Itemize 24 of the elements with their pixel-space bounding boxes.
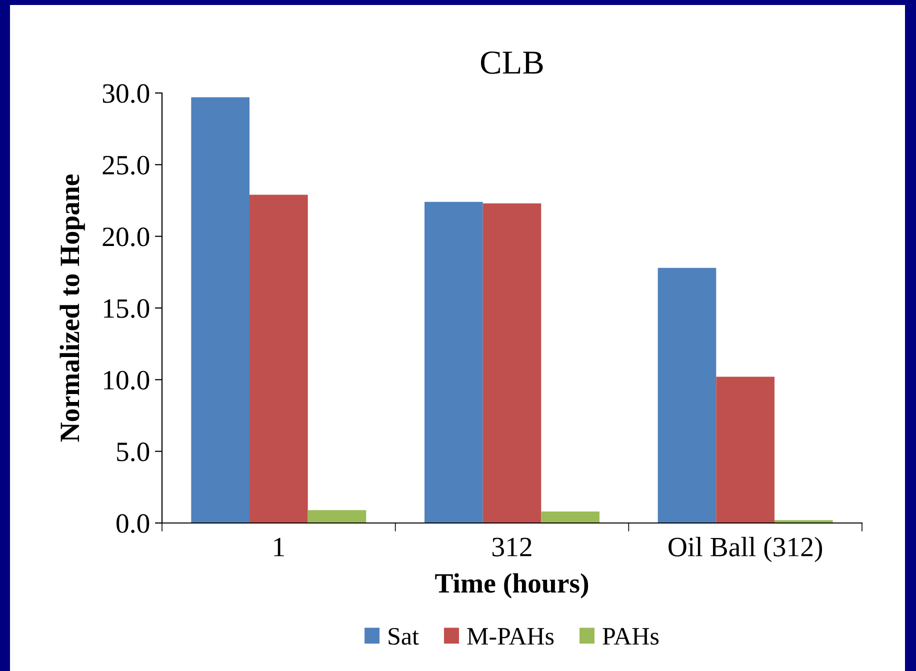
bar (308, 510, 366, 523)
y-tick-label: 30.0 (102, 84, 150, 104)
bar (716, 376, 774, 523)
y-tick-label: 25.0 (102, 156, 150, 175)
x-tick-label: Oil Ball (312) (668, 536, 822, 562)
bar (658, 268, 716, 523)
y-tick-label: 5.0 (117, 442, 150, 462)
bar (424, 202, 483, 523)
bar (482, 203, 542, 523)
x-axis-title: Time (hours) (435, 573, 588, 598)
y-tick-label: 20.0 (102, 228, 150, 246)
x-tick-label: 1 (274, 538, 284, 556)
bar (541, 512, 600, 523)
x-tick-label: 312 (492, 538, 532, 556)
y-tick-label: 0.0 (116, 514, 150, 534)
legend-label: PAHs (602, 628, 659, 645)
y-tick-label: 10.0 (104, 370, 150, 390)
legend-label: Sat (388, 628, 419, 645)
y-tick-label: 15.0 (104, 299, 150, 318)
bar (191, 97, 250, 523)
legend-label: M-PAHs (467, 628, 554, 645)
chart-title: CLB (480, 51, 543, 74)
bar (250, 194, 308, 523)
y-axis-title: Normalized to Hopane (60, 174, 85, 442)
